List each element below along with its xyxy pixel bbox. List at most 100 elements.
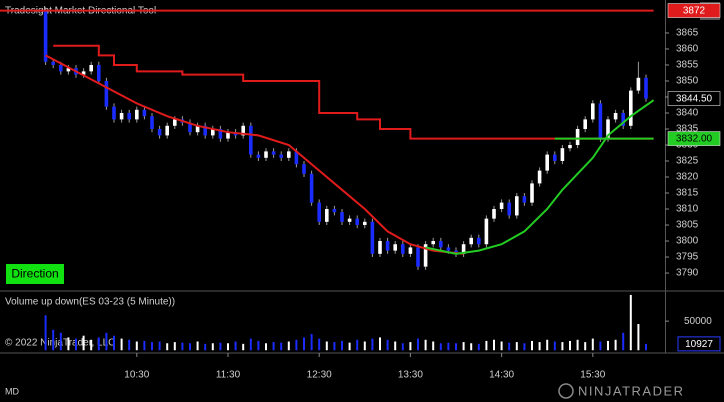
volume-bar [341,340,343,351]
volume-bar [538,342,541,351]
indicator-line [53,44,654,140]
candle-body [408,247,413,254]
candle-body [469,237,473,245]
instrument-label: MD [5,386,19,396]
volume-bar [386,339,389,351]
candle-body [211,128,215,136]
candle-body [431,241,435,245]
candle-body [97,64,101,81]
y-tick-label: 3820 [676,172,699,183]
volume-bar [401,343,404,351]
volume-bar [120,338,123,351]
volume-bar [227,343,229,351]
volume-bar [629,294,632,351]
volume-tag-label: 10927 [685,339,713,350]
candle-body [553,154,557,162]
candle-body [492,209,496,219]
volume-bar [265,343,267,351]
candle-body [416,247,420,267]
candle-body [135,109,139,120]
direction-button[interactable] [6,264,64,284]
candle-body [393,244,397,251]
candle-body [530,183,534,203]
volume-bar [546,339,549,351]
volume-bar [67,337,70,351]
y-tick-label: 3850 [676,76,699,87]
y-tick-label: 3865 [676,28,699,39]
candle-body [89,64,93,72]
x-tick-label: 15:30 [580,370,605,381]
volume-bar [614,339,617,351]
candle-body [142,109,147,117]
candle-body [507,202,511,216]
candle-body [43,10,48,62]
volume-bar [219,342,222,351]
volume-bar [599,341,602,351]
direction-button-label[interactable]: Direction [11,267,58,281]
volume-bar [409,342,412,351]
volume-bar [576,339,579,351]
candle-body [112,106,116,120]
volume-tick-label: 50000 [684,316,712,327]
volume-bar [637,324,640,351]
x-tick-label: 14:30 [489,370,514,381]
volume-bar [356,339,359,351]
candle-body [256,154,261,158]
candle-body [287,151,291,158]
candle-body [446,247,451,251]
candle-body [249,125,253,155]
candle-body [302,164,306,174]
candle-body [636,77,641,91]
candle-body [226,132,230,139]
candle-body [545,154,549,171]
candle-body [378,241,382,254]
volume-bar [143,340,146,351]
volume-bar [333,342,336,351]
volume-bar [325,341,328,351]
candle-body [218,128,223,139]
candle-body [477,237,481,245]
candle-body [173,119,177,126]
volume-bar [493,339,495,351]
volume-bar [417,338,419,351]
volume-bar [424,339,427,351]
volume-bar [622,332,625,351]
price-tag [667,91,721,106]
candle-body [332,209,337,213]
candle-body [294,151,299,165]
volume-bar [128,339,131,351]
volume-bar [379,337,381,351]
volume-bar [257,340,260,351]
candle-body [370,221,375,254]
y-tick-label: 3800 [676,236,699,247]
volume-bar [234,341,237,351]
volume-bar [318,338,321,351]
volume-bar [44,315,47,351]
candle-body [51,61,55,65]
candle-body [264,151,268,158]
price-tag-label: 3844.50 [676,94,713,105]
volume-bar [59,332,62,351]
volume-bar [272,342,275,351]
y-tick-label: 3790 [676,268,699,279]
volume-bar [455,343,457,351]
volume-bar [447,342,450,351]
volume-bar [645,343,647,351]
x-tick-label: 11:30 [216,370,241,381]
price-tag [667,3,721,18]
volume-bar [561,342,564,351]
volume-bar [303,337,305,351]
logo: NINJATRADER [578,383,685,398]
volume-bar [485,340,488,351]
volume-bar [462,342,465,351]
price-tag [667,131,721,146]
candle-body [317,202,321,222]
volume-bar [90,339,93,351]
candle-body [591,103,595,120]
candle-body [583,119,587,129]
candle-body [66,68,71,72]
candle-body [309,173,314,203]
